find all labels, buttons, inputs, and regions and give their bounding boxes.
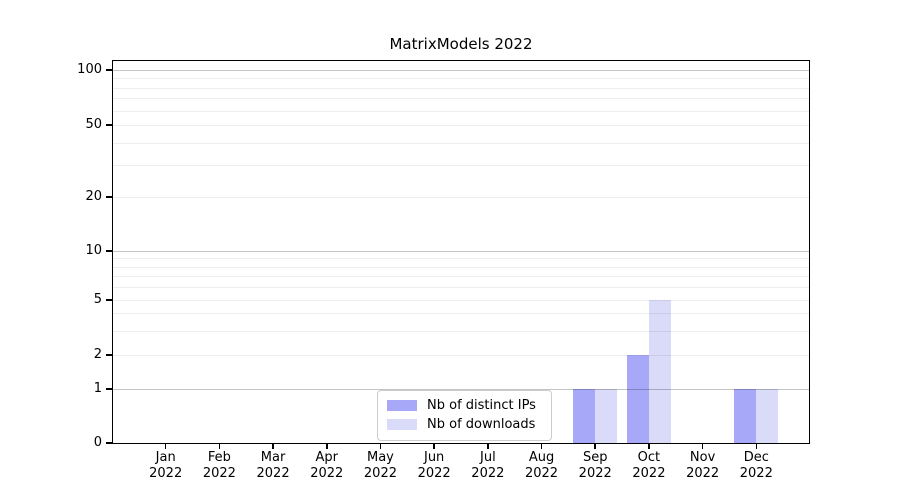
- x-tick-mark: [272, 444, 274, 449]
- minor-gridline: [113, 287, 809, 289]
- y-tick-label: 50: [85, 117, 102, 132]
- minor-gridline: [113, 142, 809, 144]
- legend-swatch: [387, 400, 417, 411]
- y-tick-mark: [106, 442, 112, 444]
- y-tick-label: 100: [77, 62, 102, 77]
- minor-gridline: [113, 276, 809, 278]
- y-tick-label: 0: [93, 435, 102, 450]
- minor-gridline: [113, 197, 809, 198]
- chart-title: MatrixModels 2022: [389, 35, 533, 53]
- y-tick-mark: [106, 69, 112, 71]
- minor-gridline: [113, 313, 809, 315]
- x-tick-label: Feb 2022: [202, 450, 236, 481]
- minor-gridline: [113, 98, 809, 100]
- legend-row: Nb of downloads: [387, 415, 543, 434]
- y-tick-mark: [106, 354, 112, 356]
- major-gridline: [113, 70, 809, 71]
- x-tick-mark: [487, 444, 489, 449]
- bar-distinct-ips: [626, 355, 649, 443]
- legend-row: Nb of distinct IPs: [387, 396, 543, 415]
- x-tick-label: May 2022: [363, 450, 397, 481]
- plot-area: Nb of distinct IPs Nb of downloads: [112, 60, 810, 444]
- x-tick-label: Aug 2022: [524, 450, 559, 481]
- x-tick-mark: [701, 444, 704, 449]
- x-tick-label: Oct 2022: [632, 450, 666, 481]
- y-tick-mark: [106, 299, 112, 301]
- minor-gridline: [113, 110, 809, 112]
- major-gridline: [113, 389, 809, 390]
- minor-gridline: [113, 355, 809, 356]
- x-tick-mark: [648, 444, 650, 449]
- x-tick-mark: [594, 444, 596, 449]
- bar-downloads: [648, 300, 671, 443]
- x-tick-mark: [540, 444, 543, 449]
- minor-gridline: [113, 78, 809, 80]
- x-tick-mark: [218, 444, 221, 449]
- minor-gridline: [113, 300, 809, 301]
- bar-downloads: [595, 389, 618, 443]
- x-tick-label: Dec 2022: [739, 450, 773, 481]
- x-tick-label: Jul 2022: [471, 450, 505, 481]
- legend: Nb of distinct IPs Nb of downloads: [377, 390, 552, 441]
- minor-gridline: [113, 165, 809, 167]
- x-tick-mark: [755, 444, 758, 449]
- y-tick-mark: [106, 250, 112, 252]
- legend-rows: Nb of distinct IPs Nb of downloads: [387, 396, 543, 434]
- legend-swatch: [387, 419, 417, 430]
- axes-spines: [112, 60, 810, 444]
- x-tick-label: Mar 2022: [256, 450, 290, 481]
- y-tick-label: 1: [93, 381, 102, 396]
- minor-gridline: [113, 87, 809, 89]
- x-tick-label: Jan 2022: [149, 450, 183, 481]
- bar-downloads: [756, 389, 779, 443]
- legend-label: Nb of distinct IPs: [427, 398, 536, 413]
- x-tick-label: Jun 2022: [417, 450, 451, 481]
- x-tick-label: Apr 2022: [310, 450, 344, 481]
- bar-distinct-ips: [573, 389, 596, 443]
- legend-label: Nb of downloads: [427, 417, 536, 432]
- y-tick-mark: [106, 388, 112, 390]
- y-tick-label: 10: [85, 243, 102, 258]
- minor-gridline: [113, 266, 809, 268]
- bar-distinct-ips: [734, 389, 757, 443]
- x-tick-label: Nov 2022: [686, 450, 720, 481]
- x-tick-mark: [326, 444, 328, 449]
- y-tick-label: 20: [85, 189, 102, 204]
- minor-gridline: [113, 125, 809, 126]
- x-tick-mark: [433, 444, 435, 449]
- y-tick-mark: [106, 196, 112, 198]
- x-tick-mark: [164, 444, 167, 449]
- minor-gridline: [113, 258, 809, 260]
- minor-gridline: [113, 330, 809, 332]
- major-gridline: [113, 251, 809, 252]
- x-tick-label: Sep 2022: [578, 450, 612, 481]
- y-tick-label: 5: [93, 292, 102, 307]
- y-tick-mark: [106, 124, 112, 126]
- x-tick-mark: [379, 444, 382, 449]
- y-tick-label: 2: [93, 347, 102, 362]
